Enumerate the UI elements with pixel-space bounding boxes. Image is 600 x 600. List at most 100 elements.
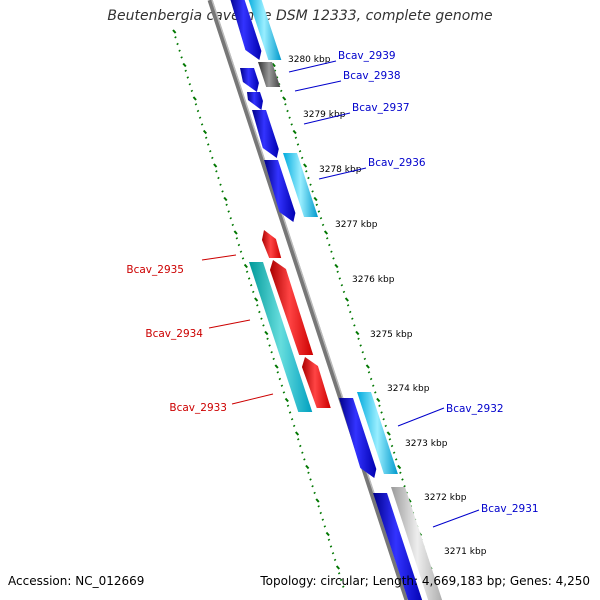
tick-mark [298, 150, 302, 153]
tick-mark [243, 263, 248, 269]
tick-mark [380, 411, 383, 414]
gene-bcav-2933[interactable] [301, 357, 331, 408]
tick-mark [235, 237, 239, 240]
accession-text: Accession: NC_012669 [8, 574, 145, 588]
gene-label-bcav-2938[interactable]: Bcav_2938 [343, 70, 401, 82]
tick-mark [172, 29, 177, 34]
gene-bcav-2939-a[interactable] [229, 0, 262, 60]
tick-mark [403, 484, 406, 488]
gene-bcav-2932-a[interactable] [339, 398, 377, 478]
tick-mark [271, 62, 276, 68]
tick-mark [330, 250, 333, 253]
tick-mark [374, 391, 377, 394]
kbp-labels: 3280 kbp 3279 kbp 3278 kbp 3277 kbp 3276 kbp… [288, 55, 487, 557]
gene-features[interactable] [229, 0, 444, 600]
gene-label-bcav-2937[interactable]: Bcav_2937 [352, 102, 410, 114]
tick-mark [204, 136, 208, 139]
gene-label-bcav-2933[interactable]: Bcav_2933 [169, 402, 227, 414]
tick-mark [325, 531, 330, 537]
tick-mark [335, 565, 341, 570]
tick-mark [317, 210, 321, 213]
tick-mark [288, 116, 291, 119]
tick-mark [266, 337, 269, 341]
gene-bcav-2937-b[interactable] [252, 110, 279, 158]
tick-mark [225, 203, 228, 206]
tick-mark [198, 116, 202, 119]
gene-label-leader [397, 407, 445, 427]
kbp-label: 3280 kbp [288, 55, 331, 65]
tick-mark [174, 36, 177, 39]
tick-mark [342, 290, 346, 294]
tick-mark [247, 277, 251, 280]
tick-mark [186, 76, 190, 79]
tick-mark [229, 217, 232, 220]
tick-mark [276, 371, 280, 374]
gene-label-bcav-2936[interactable]: Bcav_2936 [368, 157, 426, 169]
tick-mark [303, 458, 306, 461]
tick-mark [333, 558, 337, 562]
gene-bcav-2931-a[interactable] [373, 493, 424, 600]
gene-bcav-2936-a[interactable] [264, 160, 296, 222]
gene-label-leader [288, 60, 337, 73]
tick-mark [258, 310, 261, 314]
tick-mark [319, 217, 323, 220]
gene-bcav-2931-b[interactable] [391, 487, 444, 600]
tick-mark [344, 297, 349, 302]
gene-bcav-2934[interactable] [269, 260, 314, 355]
gene-label-bcav-2931[interactable]: Bcav_2931 [481, 503, 539, 515]
gene-label-bcav-2932[interactable]: Bcav_2932 [446, 403, 504, 415]
gene-label-leader [294, 80, 342, 92]
gene-bcav-2937-a[interactable] [247, 92, 263, 110]
tick-mark [231, 223, 235, 227]
tick-mark [357, 337, 360, 340]
tick-mark [365, 364, 370, 369]
tick-mark [290, 417, 294, 421]
tick-mark [196, 109, 200, 113]
tick-mark [303, 163, 308, 168]
gene-bcav-2936-b[interactable] [283, 153, 319, 217]
gene-bcav-2938-a[interactable] [240, 68, 259, 92]
tick-mark [296, 143, 300, 146]
tick-mark [268, 344, 271, 347]
tick-mark [342, 585, 345, 588]
tick-mark [219, 183, 222, 186]
tick-mark [254, 297, 259, 302]
tick-mark [178, 49, 181, 52]
tick-mark [217, 176, 220, 180]
kbp-label: 3272 kbp [424, 493, 467, 503]
tick-mark [334, 263, 339, 269]
tick-mark [251, 290, 255, 294]
tick-mark [392, 451, 396, 454]
gene-bcav-2932-b[interactable] [357, 392, 398, 474]
tick-mark [327, 538, 331, 542]
tick-mark [399, 471, 402, 475]
tick-mark [337, 572, 341, 575]
tick-mark [184, 69, 187, 72]
gene-bcav-2935[interactable] [261, 230, 282, 258]
tick-mark [315, 203, 319, 206]
tick-mark [176, 42, 179, 46]
gene-label-leader [303, 112, 351, 125]
tick-mark [323, 525, 327, 528]
tick-mark [237, 243, 241, 247]
gene-labels[interactable]: Bcav_2939 Bcav_2938 Bcav_2937 Bcav_2936 Bcav… [126, 50, 539, 528]
gene-label-bcav-2935[interactable]: Bcav_2935 [126, 264, 184, 276]
gene-label-bcav-2939[interactable]: Bcav_2939 [338, 50, 396, 62]
gene-label-bcav-2934[interactable]: Bcav_2934 [145, 328, 203, 340]
gene-bcav-2933-teal[interactable] [249, 262, 313, 412]
tick-mark [272, 357, 275, 361]
gene-label-leader [318, 167, 367, 180]
gene-bcav-2939-b[interactable] [247, 0, 282, 60]
tick-mark [401, 478, 404, 481]
tick-mark [332, 257, 335, 260]
gene-bcav-2938-b[interactable] [258, 62, 281, 87]
tick-mark [309, 478, 312, 481]
tick-mark [223, 196, 228, 202]
tick-mark [249, 284, 253, 287]
tick-mark [299, 444, 302, 448]
tick-mark [206, 143, 210, 146]
tick-mark [260, 317, 263, 320]
kbp-label: 3276 kbp [352, 275, 395, 285]
kbp-label: 3277 kbp [335, 220, 378, 230]
